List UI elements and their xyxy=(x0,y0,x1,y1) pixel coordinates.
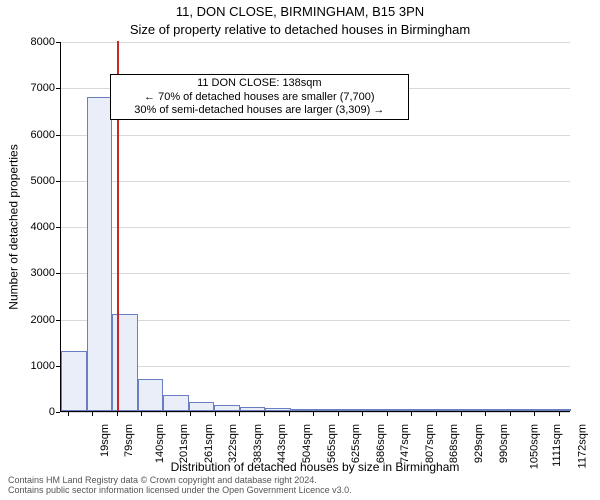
x-tick-mark xyxy=(411,412,412,416)
x-tick-mark xyxy=(485,412,486,416)
plot-area: 11 DON CLOSE: 138sqm← 70% of detached ho… xyxy=(60,42,570,412)
x-tick-label: 140sqm xyxy=(154,424,166,463)
y-tick-mark xyxy=(56,42,60,43)
x-tick-mark xyxy=(141,412,142,416)
x-tick-label: 807sqm xyxy=(424,424,436,463)
gridline xyxy=(61,273,570,274)
annotation-line-2: ← 70% of detached houses are smaller (7,… xyxy=(117,91,403,104)
x-tick-mark xyxy=(166,412,167,416)
x-tick-label: 990sqm xyxy=(498,424,510,463)
histogram-bar xyxy=(418,409,444,411)
y-tick-label: 2000 xyxy=(15,314,55,326)
x-tick-mark xyxy=(362,412,363,416)
y-tick-label: 8000 xyxy=(15,36,55,48)
histogram-bar xyxy=(291,409,317,411)
annotation-line-3: 30% of semi-detached houses are larger (… xyxy=(117,104,403,117)
histogram-bar xyxy=(61,351,87,411)
histogram-bar xyxy=(189,402,215,411)
x-tick-label: 79sqm xyxy=(123,424,135,457)
y-tick-label: 5000 xyxy=(15,175,55,187)
x-tick-mark xyxy=(92,412,93,416)
x-tick-mark xyxy=(289,412,290,416)
histogram-bar xyxy=(495,409,521,411)
gridline xyxy=(61,412,570,413)
x-tick-mark xyxy=(68,412,69,416)
x-tick-mark xyxy=(387,412,388,416)
x-tick-label: 929sqm xyxy=(473,424,485,463)
histogram-bar xyxy=(163,395,189,411)
y-tick-mark xyxy=(56,366,60,367)
x-tick-label: 1111sqm xyxy=(551,424,563,467)
histogram-bar xyxy=(546,409,572,411)
annotation-line-1: 11 DON CLOSE: 138sqm xyxy=(117,77,403,90)
y-tick-mark xyxy=(56,181,60,182)
page: 11, DON CLOSE, BIRMINGHAM, B15 3PN Size … xyxy=(0,0,600,500)
histogram-bar xyxy=(520,409,546,411)
histogram-bar xyxy=(214,405,240,411)
y-tick-label: 0 xyxy=(15,406,55,418)
x-tick-mark xyxy=(239,412,240,416)
y-tick-label: 7000 xyxy=(15,82,55,94)
y-tick-label: 4000 xyxy=(15,221,55,233)
x-tick-label: 443sqm xyxy=(276,424,288,463)
x-tick-label: 686sqm xyxy=(375,424,387,463)
histogram-bar xyxy=(240,407,266,411)
x-tick-label: 625sqm xyxy=(350,424,362,463)
x-tick-mark xyxy=(215,412,216,416)
y-tick-mark xyxy=(56,412,60,413)
y-tick-mark xyxy=(56,227,60,228)
histogram-bar xyxy=(393,409,419,411)
y-tick-mark xyxy=(56,135,60,136)
histogram-bar xyxy=(444,409,470,411)
x-tick-mark xyxy=(313,412,314,416)
histogram-bar xyxy=(342,409,368,411)
histogram-bar xyxy=(112,314,138,411)
x-tick-label: 868sqm xyxy=(448,424,460,463)
gridline xyxy=(61,42,570,43)
x-tick-label: 565sqm xyxy=(326,424,338,463)
x-tick-mark xyxy=(534,412,535,416)
gridline xyxy=(61,135,570,136)
x-tick-label: 1050sqm xyxy=(528,424,540,469)
histogram-bar xyxy=(87,97,113,412)
x-tick-mark xyxy=(461,412,462,416)
x-tick-label: 322sqm xyxy=(227,424,239,463)
y-tick-mark xyxy=(56,320,60,321)
histogram-bar xyxy=(138,379,164,411)
x-tick-mark xyxy=(436,412,437,416)
chart-title-line2: Size of property relative to detached ho… xyxy=(0,22,600,37)
y-tick-mark xyxy=(56,88,60,89)
x-tick-mark xyxy=(190,412,191,416)
x-tick-label: 19sqm xyxy=(99,424,111,457)
histogram-bar xyxy=(469,409,495,411)
x-tick-mark xyxy=(338,412,339,416)
chart-title-line1: 11, DON CLOSE, BIRMINGHAM, B15 3PN xyxy=(0,4,600,19)
annotation-box: 11 DON CLOSE: 138sqm← 70% of detached ho… xyxy=(110,74,410,120)
gridline xyxy=(61,181,570,182)
x-tick-mark xyxy=(559,412,560,416)
histogram-bar xyxy=(265,408,291,411)
footer-attribution: Contains HM Land Registry data © Crown c… xyxy=(8,476,352,496)
histogram-bar xyxy=(367,409,393,411)
x-tick-label: 383sqm xyxy=(252,424,264,463)
x-tick-label: 261sqm xyxy=(203,424,215,463)
histogram-bar xyxy=(316,409,342,411)
x-axis-label: Distribution of detached houses by size … xyxy=(60,460,570,474)
x-tick-label: 201sqm xyxy=(178,424,190,463)
footer-line2: Contains public sector information licen… xyxy=(8,486,352,496)
x-tick-mark xyxy=(117,412,118,416)
y-tick-label: 3000 xyxy=(15,267,55,279)
x-tick-label: 747sqm xyxy=(399,424,411,463)
x-tick-mark xyxy=(510,412,511,416)
y-tick-mark xyxy=(56,273,60,274)
x-tick-mark xyxy=(264,412,265,416)
gridline xyxy=(61,227,570,228)
y-tick-label: 1000 xyxy=(15,360,55,372)
x-tick-label: 1172sqm xyxy=(577,424,589,468)
y-tick-label: 6000 xyxy=(15,129,55,141)
x-tick-label: 504sqm xyxy=(301,424,313,463)
